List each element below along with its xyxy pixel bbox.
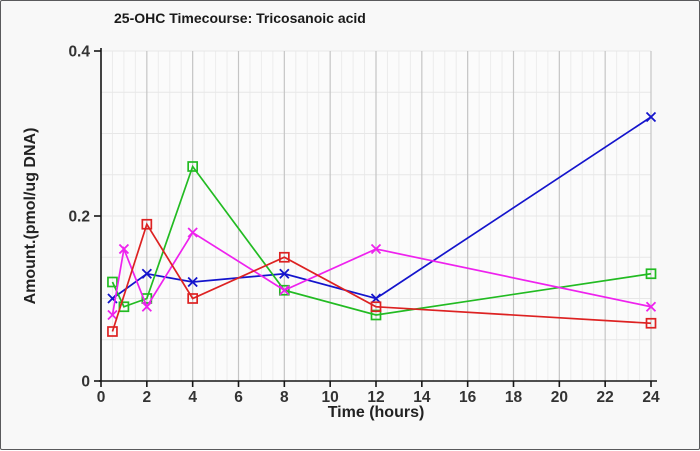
series-magenta-marker xyxy=(370,243,382,255)
x-tick-label: 2 xyxy=(143,389,152,406)
x-tick-label: 4 xyxy=(188,389,197,406)
series-red-marker xyxy=(645,317,657,329)
series-green-marker xyxy=(278,284,290,296)
y-tick-label: 0.4 xyxy=(68,44,90,61)
x-tick-label: 14 xyxy=(413,389,431,406)
series-red-marker xyxy=(107,326,118,337)
y-tick-label: 0.2 xyxy=(68,209,90,226)
series-magenta-marker xyxy=(645,301,657,312)
x-tick-label: 10 xyxy=(322,389,339,406)
x-tick-label: 24 xyxy=(642,389,660,406)
series-blue-marker xyxy=(645,111,657,123)
y-axis-label: Amount.(pmol/ug DNA) xyxy=(22,127,39,305)
series-red-marker xyxy=(141,218,153,230)
series-green-marker xyxy=(107,276,118,288)
x-axis-label: Time (hours) xyxy=(327,404,425,421)
x-tick-label: 22 xyxy=(597,389,614,406)
chart-title: 25-OHC Timecourse: Tricosanoic acid xyxy=(114,10,366,26)
series-magenta-marker xyxy=(187,227,198,238)
series-magenta-marker xyxy=(279,285,290,296)
x-tick-label: 18 xyxy=(505,389,523,406)
series-magenta-marker xyxy=(141,301,152,312)
series-magenta-marker xyxy=(107,309,118,321)
series-red-line xyxy=(111,222,652,332)
series-blue-marker xyxy=(279,268,290,279)
series-blue-marker xyxy=(187,276,198,288)
x-tick-label: 16 xyxy=(459,389,477,406)
series-blue-marker xyxy=(141,268,152,279)
x-tick-label: 8 xyxy=(280,389,289,406)
series-green-marker xyxy=(187,161,199,172)
series-red-marker xyxy=(187,293,199,304)
x-tick-label: 6 xyxy=(234,389,243,406)
series-red-marker xyxy=(370,301,382,313)
series-green-line xyxy=(111,164,652,316)
series-magenta-marker xyxy=(118,243,130,255)
series-green-marker xyxy=(118,301,130,313)
series-green-marker xyxy=(645,268,657,280)
x-tick-label: 0 xyxy=(97,389,106,406)
series-red-marker xyxy=(278,251,290,263)
x-tick-label: 20 xyxy=(551,389,568,406)
x-tick-label: 12 xyxy=(367,389,384,406)
y-tick-label: 0 xyxy=(81,374,90,391)
